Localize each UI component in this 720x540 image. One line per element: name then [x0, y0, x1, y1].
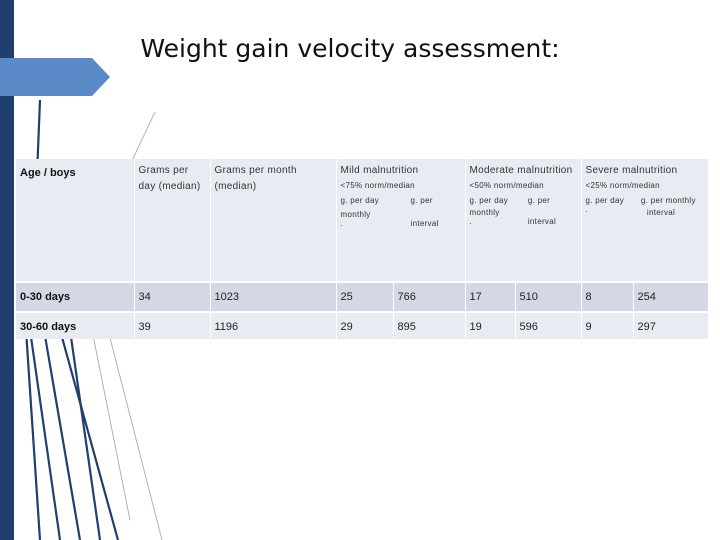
table-cell: 9 — [585, 321, 592, 333]
left-accent-bar — [0, 0, 14, 540]
table-cell: 1023 — [214, 291, 239, 303]
age-header-cell: Age / boys — [16, 159, 135, 283]
weight-gain-table: Age / boys Grams per day (median) Grams … — [16, 159, 708, 339]
severe-dot: . — [585, 205, 589, 214]
table-cell: 17 — [469, 291, 482, 303]
moderate-g-per: g. per — [527, 196, 551, 205]
severe-g-per-monthly: g. per monthly — [640, 196, 696, 205]
moderate-name: Moderate malnutrition — [469, 165, 573, 176]
grams-per-month-line1: Grams per month — [214, 165, 297, 176]
table-cell: 596 — [519, 321, 538, 333]
table-row: 0-30 days 34 1023 25 766 17 510 8 254 — [16, 282, 708, 313]
mild-monthly: monthly — [340, 210, 371, 219]
table-cell: 766 — [397, 291, 416, 303]
row-label: 0-30 days — [20, 291, 71, 303]
page-title: Weight gain velocity assessment: — [140, 34, 560, 63]
table-row: 30-60 days 39 1196 29 895 19 596 9 297 — [16, 312, 708, 339]
mild-malnutrition-header: Mild malnutrition <75% norm/median g. pe… — [336, 159, 466, 283]
table-header-row: Age / boys Grams per day (median) Grams … — [16, 159, 708, 283]
mild-threshold: <75% norm/median — [340, 181, 415, 190]
table-cell: 8 — [585, 291, 592, 303]
moderate-dot: . — [469, 217, 473, 226]
table-cell: 895 — [397, 321, 416, 333]
age-header: Age / boys — [20, 167, 76, 179]
mild-g-per: g. per — [410, 196, 433, 205]
grams-per-month-header: Grams per month (median) — [210, 159, 337, 283]
grams-per-day-header: Grams per day (median) — [134, 159, 211, 283]
mild-interval: interval — [410, 219, 439, 228]
table-cell: 29 — [340, 321, 353, 333]
mild-name: Mild malnutrition — [340, 165, 419, 176]
grams-per-month-line2: (median) — [214, 181, 257, 192]
severe-name: Severe malnutrition — [585, 165, 678, 176]
row-label: 30-60 days — [20, 321, 77, 333]
table-cell: 1196 — [214, 321, 239, 333]
table-cell: 297 — [637, 321, 656, 333]
table-cell: 39 — [138, 321, 151, 333]
mild-dot: . — [340, 219, 344, 228]
severe-interval: interval — [646, 208, 676, 217]
grams-per-day-line1: Grams per — [138, 165, 189, 176]
table-cell: 25 — [340, 291, 353, 303]
moderate-monthly: monthly — [469, 208, 500, 217]
moderate-threshold: <50% norm/median — [469, 181, 544, 190]
moderate-malnutrition-header: Moderate malnutrition <50% norm/median g… — [465, 159, 582, 283]
table-cell: 510 — [519, 291, 538, 303]
mild-g-per-day: g. per day — [340, 196, 380, 205]
arrow-banner-icon — [0, 58, 110, 96]
moderate-g-per-day: g. per day — [469, 196, 509, 205]
table-cell: 34 — [138, 291, 151, 303]
severe-malnutrition-header: Severe malnutrition <25% norm/median g. … — [581, 159, 708, 283]
table-cell: 19 — [469, 321, 482, 333]
severe-threshold: <25% norm/median — [585, 181, 660, 190]
severe-g-per-day: g. per day — [585, 196, 625, 205]
grams-per-day-line2: day (median) — [138, 181, 201, 192]
moderate-interval: interval — [527, 217, 557, 226]
table-cell: 254 — [637, 291, 656, 303]
